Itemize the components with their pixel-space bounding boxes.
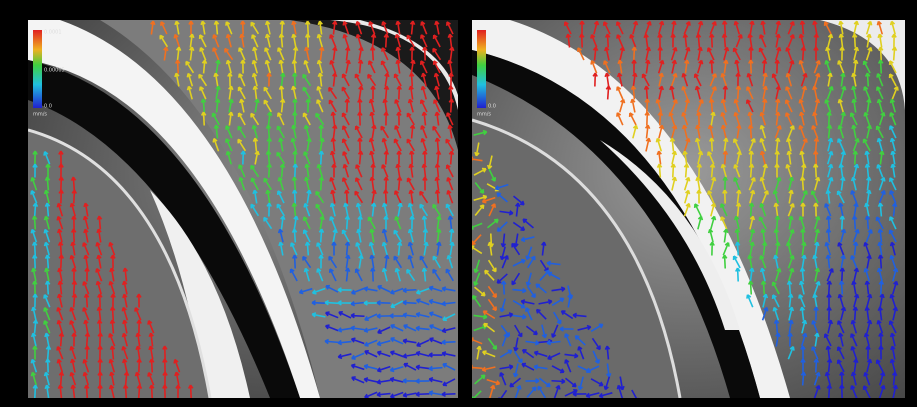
colorbar-label: 0.0: [44, 104, 52, 110]
colorbar: [33, 30, 42, 108]
colorbar: [477, 30, 486, 108]
figure: 0.0001 0.00005 0.0 mm/s 0.0 mm/s: [0, 0, 917, 407]
colorbar-label: 0.0: [488, 104, 496, 110]
page: 0.0001 0.00005 0.0 mm/s 0.0 mm/s (() => …: [0, 0, 917, 407]
colorbar-label: 0.00005: [44, 68, 65, 74]
left-image: [28, 20, 458, 398]
colorbar-unit: mm/s: [477, 112, 491, 118]
colorbar-label: 0.0001: [44, 30, 62, 36]
colorbar-unit: mm/s: [33, 112, 47, 118]
right-image: [469, 20, 905, 402]
